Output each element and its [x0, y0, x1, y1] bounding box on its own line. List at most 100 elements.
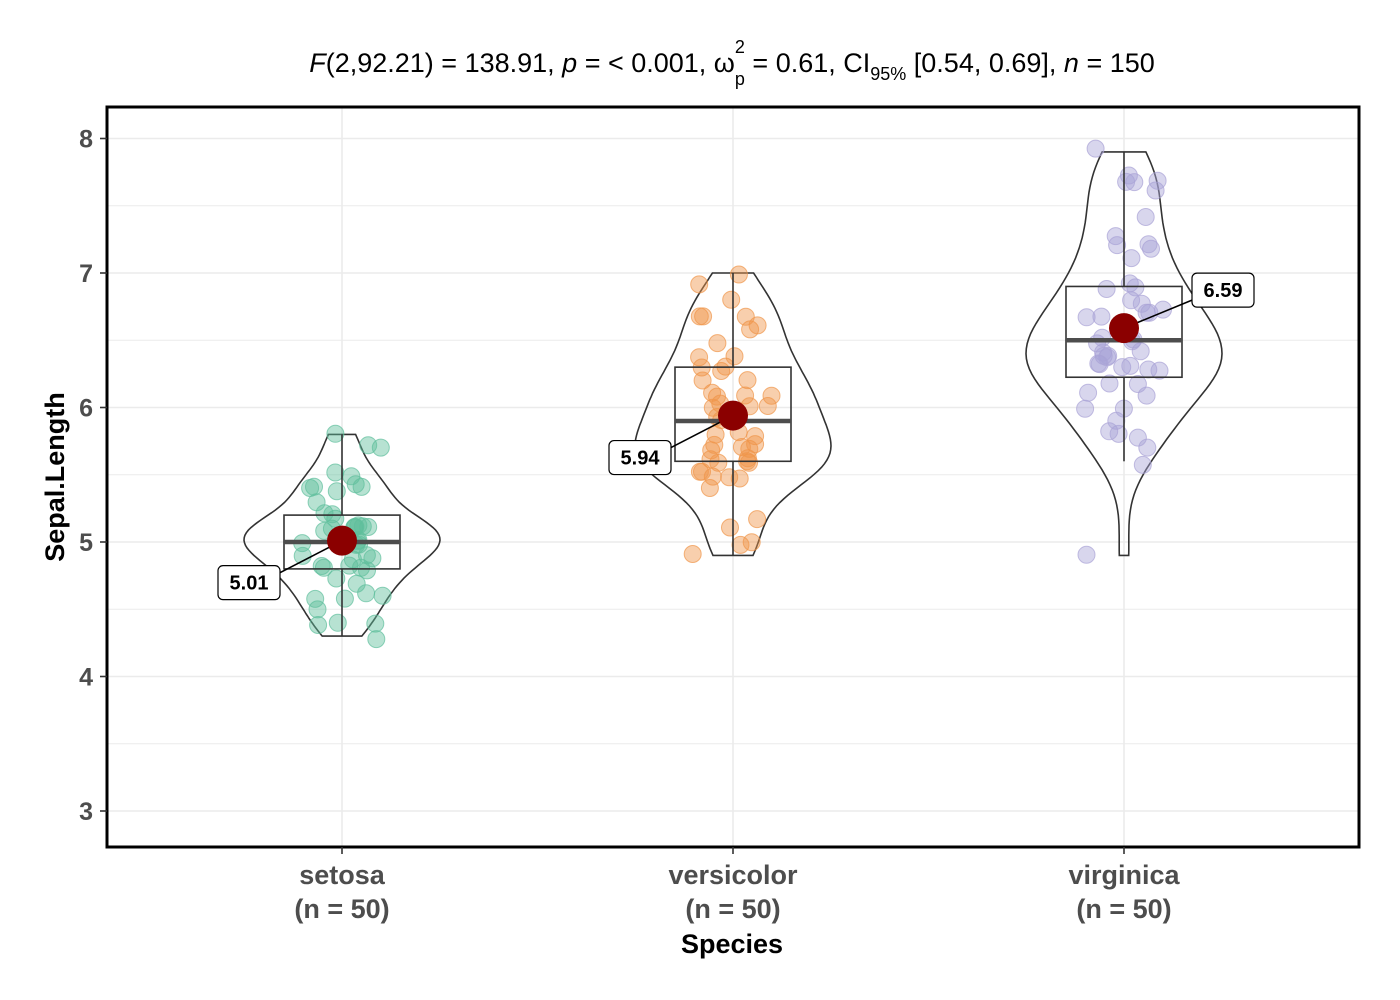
point-virginica [1133, 455, 1152, 474]
point-setosa [357, 584, 376, 603]
point-versicolor [748, 510, 767, 529]
title-omega-sub: p [735, 69, 745, 89]
point-virginica [1108, 236, 1127, 255]
point-versicolor [705, 435, 724, 454]
point-virginica [1122, 291, 1141, 310]
title-ci-sub: 95% [870, 64, 906, 84]
point-versicolor [690, 307, 709, 326]
point-virginica [1113, 358, 1132, 377]
point-versicolor [740, 453, 758, 472]
y-tick-label: 5 [79, 529, 93, 557]
mean-label-versicolor: 5.94 [621, 448, 661, 470]
title-f-args: (2,92.21) = 138.91, [326, 48, 562, 78]
point-setosa [327, 482, 346, 501]
title-omega-text: = 0.61, CI [745, 48, 870, 78]
point-versicolor [758, 397, 777, 415]
point-versicolor [700, 479, 719, 497]
mean-label-virginica: 6.59 [1204, 280, 1243, 302]
point-versicolor [708, 334, 727, 353]
point-virginica [1092, 307, 1111, 326]
point-virginica [1142, 239, 1160, 258]
point-versicolor [712, 362, 731, 380]
point-virginica [1148, 171, 1167, 190]
point-virginica [1076, 399, 1095, 418]
point-virginica [1090, 355, 1109, 374]
point-versicolor [740, 439, 759, 458]
violin-virginica [1025, 151, 1223, 557]
mean-label-box-versicolor [608, 439, 672, 476]
point-versicolor [738, 371, 757, 390]
point-setosa [358, 561, 376, 580]
y-axis-ticks: 3 4 5 6 7 8 [79, 126, 107, 826]
title-n-text: = 150 [1079, 48, 1155, 78]
point-versicolor [693, 371, 712, 390]
mean-label-box-virginica [1191, 272, 1255, 308]
mean-label-box-setosa [217, 565, 281, 601]
point-versicolor [690, 348, 709, 367]
point-setosa [340, 556, 359, 575]
point-virginica [1131, 342, 1150, 361]
mean-point-virginica [1109, 313, 1139, 344]
point-virginica [1122, 249, 1141, 268]
y-axis-title: Sepal.Length [40, 392, 70, 562]
title-f-symbol: F [309, 48, 327, 78]
point-setosa [327, 569, 346, 588]
point-virginica [1094, 346, 1113, 365]
point-setosa [342, 467, 361, 486]
point-versicolor [746, 435, 765, 454]
x-tick-label-versicolor: versicolor [668, 860, 798, 890]
title-ci-text: [0.54, 0.69], [906, 48, 1064, 78]
x-tick-n-versicolor: (n = 50) [685, 894, 780, 924]
point-versicolor [729, 265, 748, 284]
box-versicolor [674, 366, 792, 463]
mean-point-setosa [327, 525, 357, 556]
point-versicolor [742, 533, 761, 552]
y-tick-label: 8 [79, 126, 93, 154]
point-virginica [1132, 294, 1151, 313]
y-tick-label: 6 [79, 395, 93, 423]
point-versicolor [693, 462, 711, 481]
title-p-text: = < 0.001, [577, 48, 714, 78]
point-virginica [1128, 375, 1147, 393]
point-setosa [367, 630, 386, 649]
point-virginica [1138, 438, 1157, 457]
point-versicolor [731, 535, 750, 554]
point-virginica [1077, 545, 1096, 564]
chart-title: F(2,92.21) = 138.91, p = < 0.001, ω2 p = … [309, 37, 1155, 89]
point-versicolor [690, 275, 709, 294]
box-virginica [1065, 285, 1183, 379]
y-tick-label: 7 [79, 260, 93, 288]
point-setosa [371, 438, 390, 457]
point-versicolor [748, 316, 767, 335]
point-versicolor [736, 386, 755, 405]
point-versicolor [708, 387, 726, 406]
title-omega: ω [714, 48, 735, 78]
title-omega-sup: 2 [735, 37, 745, 57]
point-versicolor [730, 469, 749, 488]
point-versicolor [732, 438, 751, 456]
x-axis-title: Species [681, 929, 783, 959]
point-setosa [309, 616, 328, 634]
x-tick-n-virginica: (n = 50) [1076, 894, 1171, 924]
x-tick-label-setosa: setosa [299, 860, 386, 890]
point-setosa [307, 493, 326, 512]
point-virginica [1107, 411, 1126, 430]
point-versicolor [722, 290, 741, 309]
point-virginica [1097, 280, 1116, 298]
point-versicolor [725, 347, 744, 366]
point-setosa [335, 589, 354, 608]
point-virginica [1100, 422, 1119, 441]
point-virginica [1079, 383, 1098, 402]
point-versicolor [721, 518, 739, 537]
point-setosa [312, 557, 331, 575]
x-tick-n-setosa: (n = 50) [294, 894, 389, 924]
point-virginica [1100, 374, 1119, 393]
point-versicolor [703, 467, 722, 486]
mean-label-setosa: 5.01 [230, 573, 269, 595]
x-tick-label-virginica: virginica [1068, 860, 1180, 890]
mean-point-versicolor [718, 400, 748, 431]
point-virginica [1125, 173, 1144, 192]
point-setosa [373, 586, 392, 605]
title-p-symbol: p [561, 48, 577, 78]
